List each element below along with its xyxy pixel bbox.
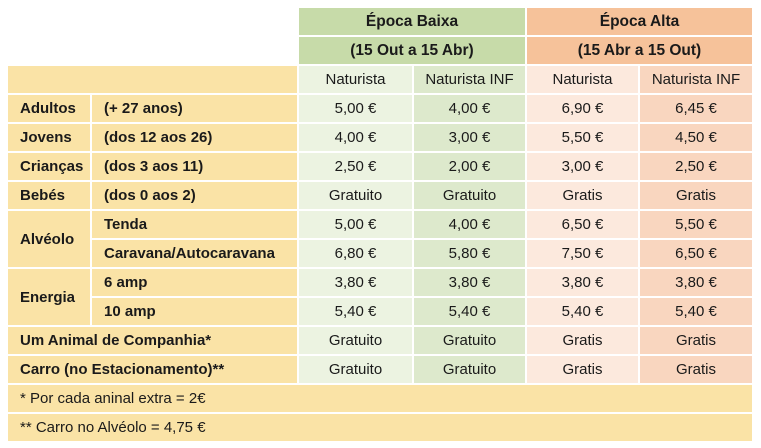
column-header-2: Naturista INF [414, 66, 525, 93]
price-cell: 6,90 € [527, 95, 638, 122]
price-cell: 6,80 € [299, 240, 412, 267]
price-cell: 4,00 € [414, 211, 525, 238]
price-cell: 2,50 € [640, 153, 752, 180]
row-sub-label: Tenda [92, 211, 297, 238]
row-sub-label: (dos 12 aos 26) [92, 124, 297, 151]
row-group-label: Adultos [8, 95, 90, 122]
price-cell: 2,50 € [299, 153, 412, 180]
price-cell: Gratis [640, 356, 752, 383]
row-group-label: Crianças [8, 153, 90, 180]
price-cell: 7,50 € [527, 240, 638, 267]
price-cell: Gratis [640, 327, 752, 354]
price-cell: 3,80 € [640, 269, 752, 296]
price-cell: 5,50 € [640, 211, 752, 238]
low-season-title: Época Baixa [299, 8, 525, 35]
price-cell: 4,00 € [414, 95, 525, 122]
price-cell: Gratuito [414, 356, 525, 383]
price-cell: 4,50 € [640, 124, 752, 151]
footnote: ** Carro no Alvéolo = 4,75 € [8, 414, 752, 441]
row-sub-label: (+ 27 anos) [92, 95, 297, 122]
price-cell: Gratis [640, 182, 752, 209]
price-cell: 3,80 € [527, 269, 638, 296]
low-season-dates: (15 Out a 15 Abr) [299, 37, 525, 64]
high-season-dates: (15 Abr a 15 Out) [527, 37, 752, 64]
price-cell: 5,00 € [299, 95, 412, 122]
column-header-4: Naturista INF [640, 66, 752, 93]
price-cell: 3,80 € [299, 269, 412, 296]
price-cell: 5,00 € [299, 211, 412, 238]
row-sub-label: (dos 3 aos 11) [92, 153, 297, 180]
row-label: Carro (no Estacionamento)** [8, 356, 297, 383]
price-cell: Gratuito [299, 356, 412, 383]
row-sub-label: 10 amp [92, 298, 297, 325]
label-header-blank [8, 66, 297, 93]
price-cell: 5,40 € [640, 298, 752, 325]
price-cell: 6,50 € [640, 240, 752, 267]
price-cell: 3,00 € [414, 124, 525, 151]
row-label: Um Animal de Companhia* [8, 327, 297, 354]
row-sub-label: Caravana/Autocaravana [92, 240, 297, 267]
price-cell: 3,00 € [527, 153, 638, 180]
row-group-label: Jovens [8, 124, 90, 151]
price-cell: 5,40 € [299, 298, 412, 325]
row-group-label: Energia [8, 269, 90, 325]
price-cell: Gratis [527, 327, 638, 354]
column-header-3: Naturista [527, 66, 638, 93]
price-cell: 2,00 € [414, 153, 525, 180]
price-cell: 4,00 € [299, 124, 412, 151]
price-cell: 6,50 € [527, 211, 638, 238]
row-group-label: Bebés [8, 182, 90, 209]
high-season-title: Época Alta [527, 8, 752, 35]
price-cell: Gratis [527, 182, 638, 209]
price-cell: 6,45 € [640, 95, 752, 122]
row-sub-label: 6 amp [92, 269, 297, 296]
price-cell: Gratuito [299, 327, 412, 354]
price-cell: 3,80 € [414, 269, 525, 296]
price-cell: Gratuito [299, 182, 412, 209]
price-cell: 5,80 € [414, 240, 525, 267]
row-sub-label: (dos 0 aos 2) [92, 182, 297, 209]
price-cell: 5,40 € [527, 298, 638, 325]
price-cell: Gratuito [414, 182, 525, 209]
footnote: * Por cada aninal extra = 2€ [8, 385, 752, 412]
row-group-label: Alvéolo [8, 211, 90, 267]
price-cell: Gratuito [414, 327, 525, 354]
price-cell: 5,50 € [527, 124, 638, 151]
price-cell: Gratis [527, 356, 638, 383]
price-cell: 5,40 € [414, 298, 525, 325]
column-header-1: Naturista [299, 66, 412, 93]
